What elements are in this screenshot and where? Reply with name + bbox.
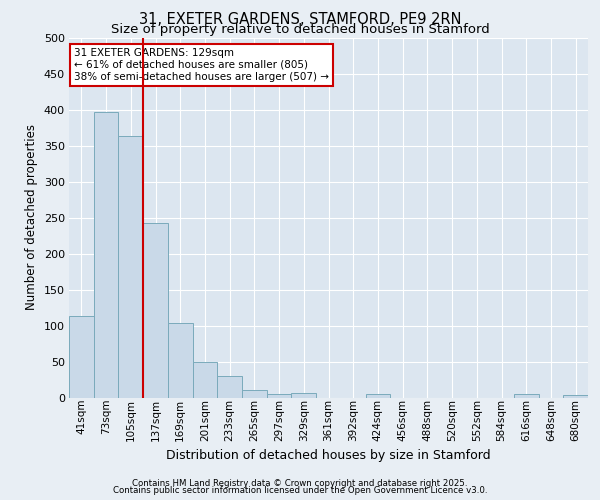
Bar (94, 112, 118, 398)
Bar (217, 376, 242, 398)
Bar (69, 316, 94, 398)
Y-axis label: Number of detached properties: Number of detached properties (25, 124, 38, 310)
Text: Contains public sector information licensed under the Open Government Licence v3: Contains public sector information licen… (113, 486, 487, 495)
Bar (365, 394, 390, 398)
Bar (143, 224, 168, 398)
Bar (514, 394, 539, 398)
Bar (193, 362, 217, 398)
Bar (118, 136, 143, 398)
Bar (168, 322, 193, 398)
X-axis label: Distribution of detached houses by size in Stamford: Distribution of detached houses by size … (166, 450, 491, 462)
Text: Contains HM Land Registry data © Crown copyright and database right 2025.: Contains HM Land Registry data © Crown c… (132, 478, 468, 488)
Bar (292, 393, 316, 398)
Bar (242, 390, 267, 398)
Text: Size of property relative to detached houses in Stamford: Size of property relative to detached ho… (110, 22, 490, 36)
Text: 31, EXETER GARDENS, STAMFORD, PE9 2RN: 31, EXETER GARDENS, STAMFORD, PE9 2RN (139, 12, 461, 28)
Text: 31 EXETER GARDENS: 129sqm
← 61% of detached houses are smaller (805)
38% of semi: 31 EXETER GARDENS: 129sqm ← 61% of detac… (74, 48, 329, 82)
Bar (267, 394, 292, 398)
Bar (563, 396, 588, 398)
